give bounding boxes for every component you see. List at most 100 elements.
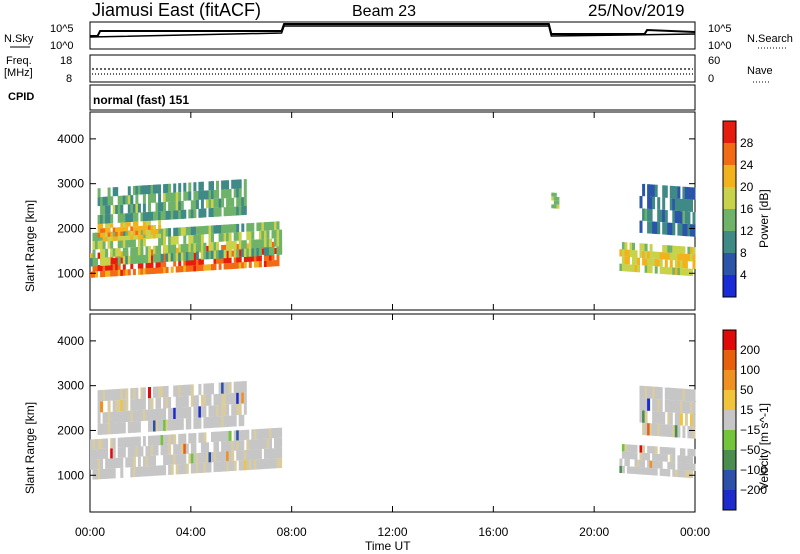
y-tick-label: 4000 [57, 132, 84, 146]
power-echo-cell [117, 227, 121, 232]
power-echo-cell [95, 232, 98, 241]
power-echo-cell [248, 261, 252, 268]
power-echo-cell [243, 240, 247, 249]
velocity-echo-cell [195, 463, 199, 474]
power-echo-cell [221, 189, 225, 199]
velocity-echo-cell [279, 447, 283, 458]
power-echo-cell [216, 225, 219, 234]
power-echo-cell [274, 260, 277, 267]
power-echo-cell [213, 250, 217, 259]
velocity-echo-cell [160, 445, 164, 456]
velocity-echo-cell [274, 448, 277, 459]
power-echo-cell [226, 263, 230, 270]
velocity-echo-cell [667, 412, 671, 425]
velocity-echo-cell [687, 456, 691, 464]
power-echo-cell [145, 246, 149, 255]
velocity-echo-cell [135, 446, 139, 457]
power-echo-cell [137, 185, 141, 195]
power-echo-cell [654, 184, 658, 197]
velocity-echo-cell [221, 382, 225, 394]
velocity-echo-cell [132, 399, 136, 411]
power-echo-cell [236, 256, 240, 263]
power-echo-cell [674, 210, 678, 224]
velocity-echo-cell [193, 417, 197, 429]
colorbar-tick-label: 100 [740, 363, 760, 377]
power-echo-cell [95, 265, 98, 272]
velocity-echo-cell [221, 451, 225, 462]
velocity-echo-cell [97, 423, 101, 435]
power-echo-cell [211, 190, 214, 200]
velocity-echo-cell [657, 423, 661, 437]
power-echo-cell [647, 196, 651, 209]
velocity-echo-cell [102, 438, 106, 449]
power-echo-cell [624, 242, 628, 250]
velocity-echo-cell [619, 465, 623, 473]
power-echo-cell [231, 179, 235, 189]
power-echo-cell [687, 199, 691, 212]
velocity-echo-cell [117, 411, 121, 423]
velocity-echo-cell [269, 438, 272, 449]
power-echo-cell [221, 245, 225, 252]
velocity-echo-cell [667, 400, 671, 413]
power-echo-cell [236, 223, 240, 233]
velocity-echo-cell [190, 463, 194, 474]
velocity-echo-cell [238, 415, 242, 427]
velocity-echo-cell [198, 462, 202, 473]
velocity-echo-cell [193, 406, 197, 418]
power-echo-cell [228, 224, 232, 233]
colorbar-tick-label: −15 [740, 423, 761, 437]
power-echo-cell [652, 196, 656, 210]
velocity-echo-cell [639, 398, 643, 411]
velocity-echo-cell [669, 462, 673, 470]
velocity-colorbar-label: Velocity [m s^-1] [757, 403, 771, 490]
power-echo-cell [102, 264, 106, 271]
power-echo-cell [198, 190, 202, 200]
power-echo-cell [193, 200, 197, 210]
cpid-panel-frame [89, 84, 696, 111]
power-echo-cell [684, 261, 688, 269]
velocity-echo-cell [206, 417, 209, 429]
power-echo-cell [619, 263, 623, 271]
power-echo-cell [241, 223, 245, 232]
power-echo-cell [132, 235, 136, 240]
power-echo-cell [158, 220, 162, 225]
power-echo-cell [142, 254, 146, 264]
power-echo-cell [626, 264, 630, 272]
power-echo-cell [132, 255, 136, 264]
power-echo-cell [158, 267, 162, 274]
velocity-echo-cell [153, 435, 156, 446]
noise-tick-right-bottom: 10^0 [708, 40, 732, 52]
power-echo-cell [269, 221, 272, 231]
velocity-echo-cell [659, 446, 663, 455]
power-echo-cell [692, 212, 696, 225]
power-echo-cell [200, 251, 204, 260]
power-echo-cell [246, 243, 250, 250]
velocity-echo-cell [211, 383, 214, 395]
power-echo-cell [165, 183, 169, 193]
power-echo-cell [163, 254, 167, 261]
power-echo-cell [137, 262, 141, 269]
power-echo-cell [117, 213, 121, 223]
velocity-echo-cell [211, 452, 214, 463]
power-echo-cell [198, 226, 202, 235]
power-echo-cell [160, 267, 164, 274]
power-echo-cell [263, 247, 267, 256]
velocity-echo-cell [276, 437, 280, 448]
power-echo-cell [175, 210, 179, 220]
velocity-echo-cell [110, 411, 114, 423]
power-echo-cell [173, 192, 177, 202]
power-echo-cell [216, 250, 219, 259]
velocity-echo-cell [153, 386, 156, 398]
velocity-echo-cell [261, 459, 265, 470]
velocity-echo-cell [200, 462, 204, 473]
power-echo-cell [183, 209, 187, 219]
power-echo-cell [190, 209, 194, 219]
velocity-echo-cell [188, 453, 192, 464]
y-tick-label: 3000 [57, 379, 84, 393]
power-echo-cell [92, 271, 96, 278]
power-echo-cell [120, 239, 124, 248]
velocity-echo-cell [233, 381, 237, 393]
power-echo-cell [95, 241, 98, 250]
power-echo-cell [682, 211, 686, 224]
power-echo-cell [669, 260, 673, 268]
